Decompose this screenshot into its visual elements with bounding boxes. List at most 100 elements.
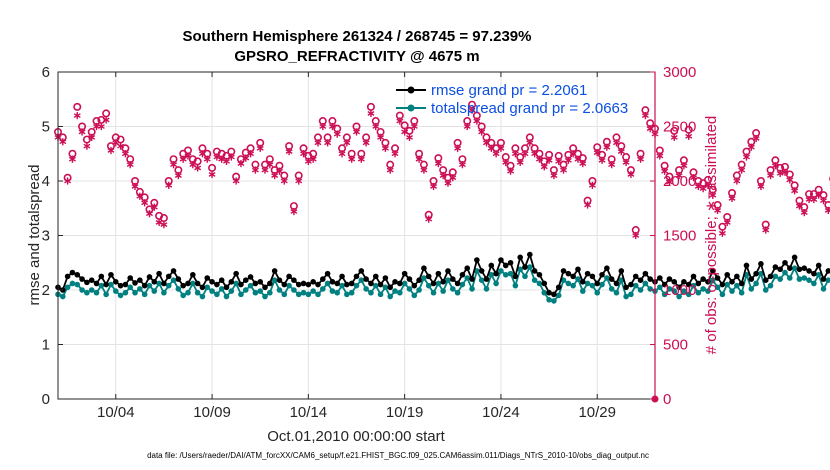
- rmse-point: [74, 271, 81, 278]
- rmse-point: [608, 276, 615, 282]
- rmse-point: [310, 279, 316, 285]
- asterisk-stroke: [463, 124, 471, 129]
- asterisk-stroke: [757, 184, 765, 189]
- assimilated-point: [232, 177, 240, 185]
- assimilated-point: [704, 181, 712, 189]
- assimilated-point: [531, 150, 539, 158]
- asterisk-stroke: [584, 202, 592, 208]
- totalspread-point: [820, 286, 827, 292]
- rmse-point: [416, 277, 422, 283]
- assimilated-point: [160, 221, 168, 229]
- totalspread-point: [397, 289, 403, 296]
- totalspread-point: [772, 273, 779, 280]
- totalspread-point: [238, 291, 244, 298]
- asterisk-stroke: [800, 210, 808, 216]
- asterisk-stroke: [733, 178, 741, 184]
- totalspread-point: [594, 289, 601, 296]
- rmse-point: [252, 280, 259, 287]
- rmse-point: [714, 275, 721, 281]
- rmse-point: [190, 271, 196, 278]
- totalspread-point: [454, 289, 461, 296]
- assimilated-point: [348, 155, 356, 163]
- assimilated-point: [771, 162, 779, 170]
- rmse-point: [242, 277, 249, 283]
- asterisk-stroke: [752, 136, 760, 141]
- rmse-point: [334, 280, 341, 287]
- assimilated-point: [97, 122, 105, 131]
- assimilated-point: [661, 167, 669, 175]
- asterisk-stroke: [117, 143, 125, 149]
- rmse-point: [604, 265, 610, 272]
- rmse-point: [319, 276, 326, 282]
- rmse-point: [161, 280, 167, 287]
- rmse-point: [498, 257, 504, 263]
- totalspread-point: [604, 275, 610, 281]
- x-axis: 10/04 10/09 10/14 10/19 10/24 10/29: [97, 72, 616, 421]
- possible-point: [73, 102, 82, 111]
- asterisk-stroke: [526, 140, 534, 146]
- rmse-point: [392, 279, 398, 285]
- asterisk-stroke: [357, 156, 365, 162]
- assimilated-point: [444, 179, 452, 187]
- assimilated-point: [545, 156, 553, 164]
- asterisk-stroke: [300, 151, 308, 157]
- rmse-point: [738, 280, 745, 287]
- totalspread-point: [98, 282, 105, 289]
- totalspread-point: [146, 282, 153, 289]
- assimilated-point: [203, 155, 211, 163]
- rmse-point: [377, 281, 384, 288]
- rmse-point: [705, 279, 711, 285]
- totalspread-point: [310, 288, 316, 294]
- rmse-point: [570, 273, 576, 280]
- totalspread-point: [315, 291, 321, 298]
- assimilated-point: [762, 226, 770, 234]
- rmse-point: [204, 275, 211, 281]
- asterisk-stroke: [208, 172, 216, 177]
- totalspread-point: [787, 275, 793, 281]
- totalspread-point: [137, 286, 143, 292]
- rmse-point: [599, 271, 605, 278]
- assimilated-point: [757, 182, 765, 191]
- totalspread-point: [738, 289, 745, 296]
- rmse-point: [517, 254, 523, 261]
- asterisk-stroke: [280, 178, 288, 184]
- totalspread-point: [165, 282, 172, 289]
- assimilated-point: [434, 159, 442, 168]
- totalspread-point: [88, 287, 95, 293]
- totalspread-point: [387, 293, 394, 300]
- rmse-point: [541, 280, 548, 287]
- rmse-point: [584, 270, 591, 277]
- asterisk-stroke: [810, 197, 818, 202]
- asterisk-stroke: [574, 156, 582, 162]
- asterisk-stroke: [266, 162, 274, 168]
- totalspread-point: [281, 291, 288, 298]
- asterisk-stroke: [112, 140, 120, 146]
- asterisk-stroke: [468, 107, 476, 113]
- rmse-point: [257, 279, 264, 285]
- rmse-point: [628, 281, 634, 288]
- totalspread-point: [368, 289, 374, 296]
- totalspread-point: [657, 284, 663, 291]
- rmse-point: [127, 275, 134, 281]
- rmse-point: [247, 274, 254, 280]
- assimilated-point: [637, 155, 645, 163]
- asterisk-stroke: [165, 182, 173, 188]
- totalspread-point: [372, 282, 379, 289]
- rmse-point: [709, 268, 716, 274]
- totalspread-point: [334, 289, 341, 296]
- totalspread-point: [127, 284, 134, 291]
- rmse-point: [79, 276, 85, 282]
- rmse-point: [690, 273, 697, 280]
- asterisk-stroke: [690, 175, 697, 181]
- assimilated-point: [714, 206, 722, 215]
- asterisk-stroke: [434, 161, 442, 166]
- rmse-point: [594, 280, 601, 287]
- assimilated-point: [227, 153, 235, 161]
- rmse-point: [551, 291, 557, 298]
- asterisk-stroke: [646, 126, 654, 132]
- assimilated-point: [463, 122, 471, 131]
- asterisk-stroke: [328, 124, 336, 129]
- totalspread-point: [565, 280, 572, 287]
- totalspread-point: [103, 291, 109, 298]
- asterisk-stroke: [68, 156, 76, 162]
